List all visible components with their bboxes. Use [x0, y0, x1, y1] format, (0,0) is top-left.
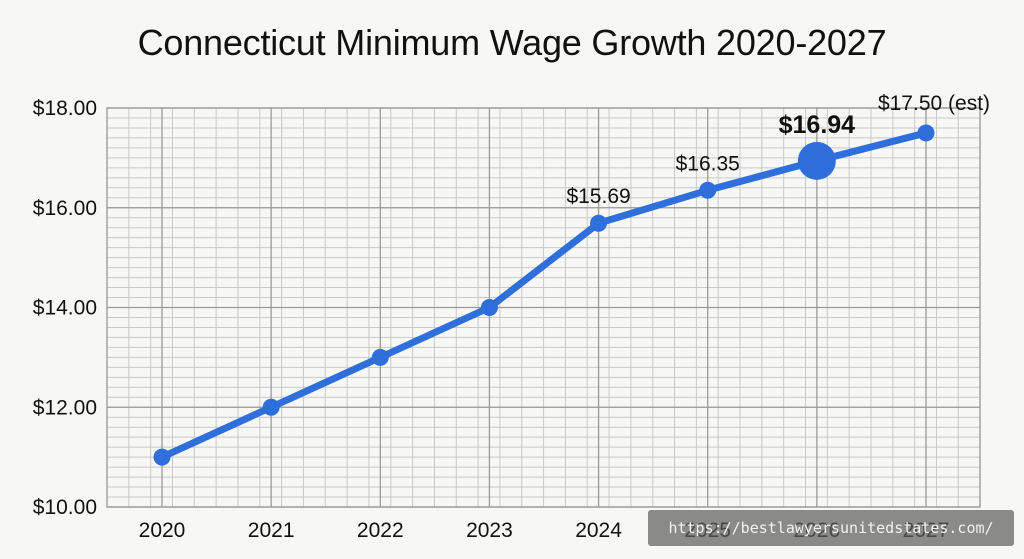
y-tick-label: $10.00	[33, 496, 97, 519]
y-tick-label: $12.00	[33, 396, 97, 419]
chart-title: Connecticut Minimum Wage Growth 2020-202…	[137, 22, 887, 63]
data-label: $15.69	[566, 185, 630, 208]
plot-border	[106, 107, 981, 508]
data-point	[262, 398, 280, 416]
data-label: $17.50 (est)	[878, 92, 990, 115]
data-point	[917, 124, 935, 142]
y-tick-label: $14.00	[33, 297, 97, 320]
data-point	[153, 448, 171, 466]
major-gridlines	[106, 107, 981, 508]
data-point	[699, 181, 717, 199]
x-tick-label: 2024	[575, 519, 622, 542]
data-label: $16.35	[676, 152, 740, 175]
x-tick-label: 2022	[357, 519, 404, 542]
x-tick-label: 2021	[248, 519, 295, 542]
x-tick-label: 2020	[139, 519, 186, 542]
data-point	[371, 348, 389, 366]
y-axis-tick-labels: $10.00 $12.00 $14.00 $16.00 $18.00	[33, 97, 97, 519]
highlighted-data-point	[797, 141, 836, 180]
y-tick-label: $16.00	[33, 197, 97, 220]
watermark-url: https://bestlawyersunitedstates.com/	[648, 510, 1014, 546]
data-label: $16.94	[779, 111, 856, 139]
data-point	[480, 299, 498, 316]
data-point	[590, 214, 608, 232]
y-tick-label: $18.00	[33, 97, 97, 120]
data-points	[153, 124, 935, 466]
data-labels: $15.69 $16.35 $16.94 $17.50 (est)	[566, 92, 990, 208]
x-tick-label: 2023	[466, 519, 513, 542]
